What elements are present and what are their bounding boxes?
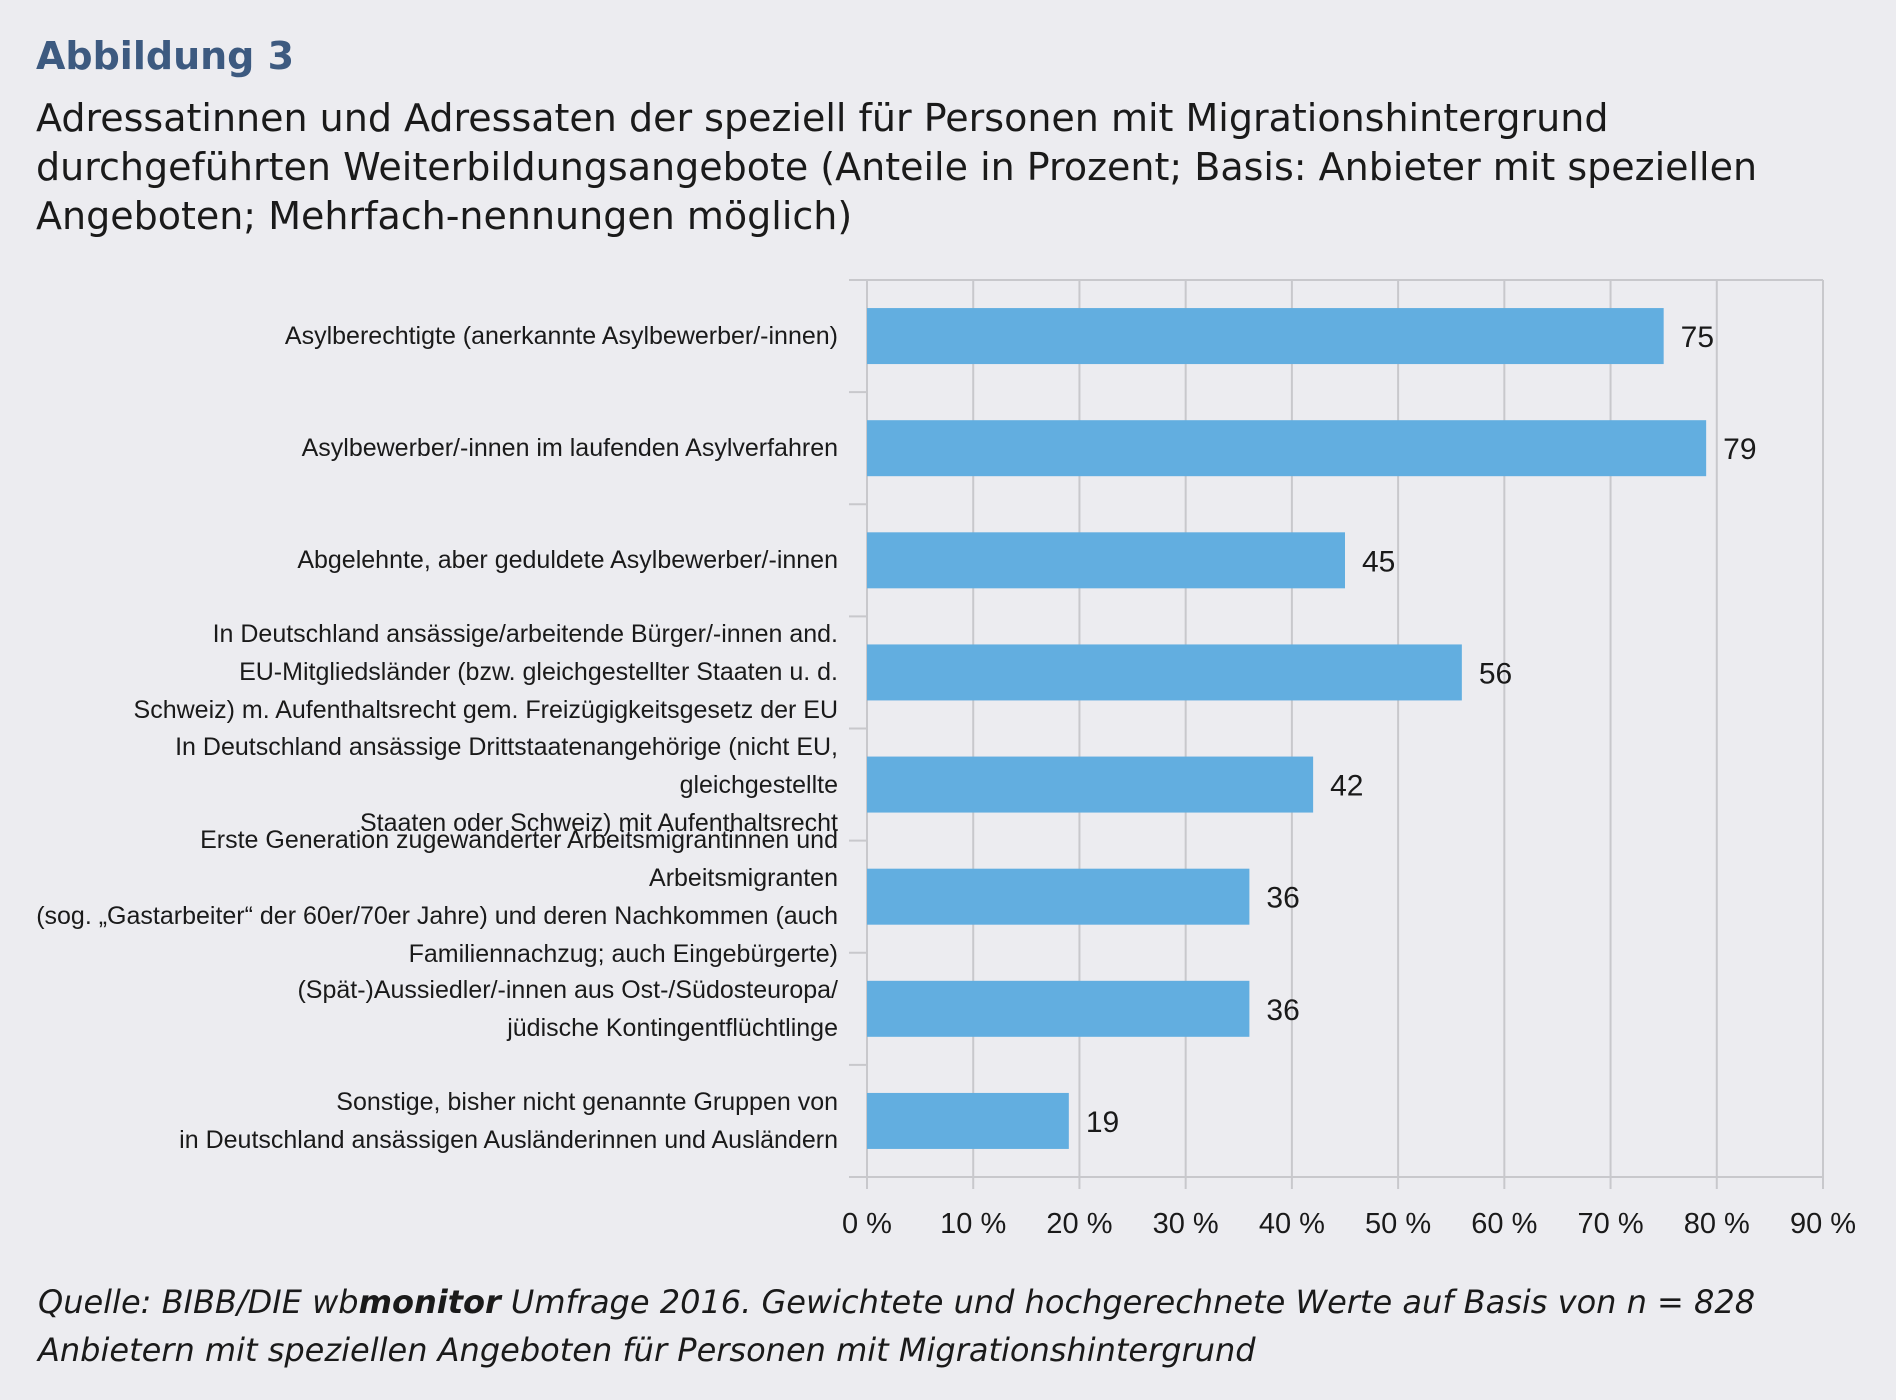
value-label-1: 79 <box>1723 433 1756 466</box>
bar-5 <box>867 868 1250 925</box>
category-label-line: EU-Mitgliedsländer (bzw. gleichgestellte… <box>239 658 838 687</box>
x-tick-label-9: 90 % <box>1790 1208 1856 1240</box>
x-tick-label-2: 20 % <box>1046 1208 1112 1240</box>
category-label-line: jüdische Kontingentflüchtlinge <box>507 1013 838 1042</box>
value-label-4: 42 <box>1330 770 1363 803</box>
category-label-line: (sog. „Gastarbeiter“ der 60er/70er Jahre… <box>36 901 838 930</box>
bar-7 <box>867 1092 1069 1149</box>
figure-title: Adressatinnen und Adressaten der speziel… <box>36 96 1758 238</box>
value-label-5: 36 <box>1266 882 1299 915</box>
category-label-line: Schweiz) m. Aufenthaltsrecht gem. Freizü… <box>133 696 838 725</box>
category-label-line: Familiennachzug; auch Eingebürgerte) <box>408 939 838 968</box>
category-label-2: Abgelehnte, aber geduldete Asylbewerber/… <box>18 541 838 579</box>
grid-layer <box>849 279 1824 1189</box>
x-tick-label-1: 10 % <box>940 1208 1006 1240</box>
category-label-4: In Deutschland ansässige Drittstaatenang… <box>18 728 838 842</box>
category-label-line: Abgelehnte, aber geduldete Asylbewerber/… <box>297 546 838 575</box>
category-label-6: (Spät-)Aussiedler/-innen aus Ost-/Südost… <box>18 971 838 1047</box>
category-label-line: In Deutschland ansässige Drittstaatenang… <box>175 732 838 799</box>
x-tick-label-0: 0 % <box>842 1208 892 1240</box>
source-prefix: Quelle: BIBB/DIE wb <box>38 1283 359 1321</box>
bar-0 <box>867 308 1664 365</box>
bar-4 <box>867 756 1314 813</box>
x-tick-label-6: 60 % <box>1471 1208 1537 1240</box>
category-label-line: Erste Generation zugewanderter Arbeitsmi… <box>200 825 838 892</box>
bar-layer <box>867 308 1707 1149</box>
value-label-layer: 75 79 45 56 42 36 36 19 <box>1086 321 1757 1139</box>
value-label-7: 19 <box>1086 1106 1119 1139</box>
source-brand: monitor <box>358 1283 501 1321</box>
bar-2 <box>867 532 1345 589</box>
category-label-5: Erste Generation zugewanderter Arbeitsmi… <box>18 821 838 973</box>
value-label-6: 36 <box>1266 994 1299 1027</box>
x-tick-label-4: 40 % <box>1259 1208 1325 1240</box>
x-tick-label-7: 70 % <box>1578 1208 1644 1240</box>
bar-1 <box>867 420 1707 477</box>
value-label-3: 56 <box>1479 657 1512 690</box>
category-label-line: Sonstige, bisher nicht genannte Gruppen … <box>336 1087 838 1116</box>
category-label-line: Asylberechtigte (anerkannte Asylbewerber… <box>284 322 838 351</box>
source-note: Quelle: BIBB/DIE wbmonitor Umfrage 2016.… <box>38 1278 1864 1374</box>
category-label-0: Asylberechtigte (anerkannte Asylbewerber… <box>18 317 838 355</box>
category-label-3: In Deutschland ansässige/arbeitende Bürg… <box>18 615 838 729</box>
source-suffix: Umfrage 2016. Gewichtete und hochgerechn… <box>38 1283 1756 1369</box>
bar-3 <box>867 644 1462 701</box>
x-tick-label-5: 50 % <box>1365 1208 1431 1240</box>
category-label-line: In Deutschland ansässige/arbeitende Bürg… <box>212 620 838 649</box>
x-tick-label-8: 80 % <box>1684 1208 1750 1240</box>
bar-chart: 75 79 45 56 42 36 36 19 0 % 10 % 20 % 30 % 40 % 50 %… <box>842 279 1856 1240</box>
category-label-line: in Deutschland ansässigen Ausländerinnen… <box>179 1125 838 1154</box>
figure-label: Abbildung 3 <box>36 34 295 78</box>
bar-6 <box>867 980 1250 1037</box>
category-label-line: Staaten oder Schweiz) mit Aufenthaltsrec… <box>359 808 838 837</box>
category-label-line: (Spät-)Aussiedler/-innen aus Ost-/Südost… <box>297 975 838 1004</box>
value-label-2: 45 <box>1362 545 1395 578</box>
x-tick-label-3: 30 % <box>1153 1208 1219 1240</box>
category-label-line: Asylbewerber/-innen im laufenden Asylver… <box>301 434 838 463</box>
x-tick-label-layer: 0 % 10 % 20 % 30 % 40 % 50 % 60 % 70 % 80 % 90 % <box>842 1208 1856 1240</box>
value-label-0: 75 <box>1681 321 1714 354</box>
category-label-7: Sonstige, bisher nicht genannte Gruppen … <box>18 1083 838 1159</box>
category-label-1: Asylbewerber/-innen im laufenden Asylver… <box>18 429 838 467</box>
